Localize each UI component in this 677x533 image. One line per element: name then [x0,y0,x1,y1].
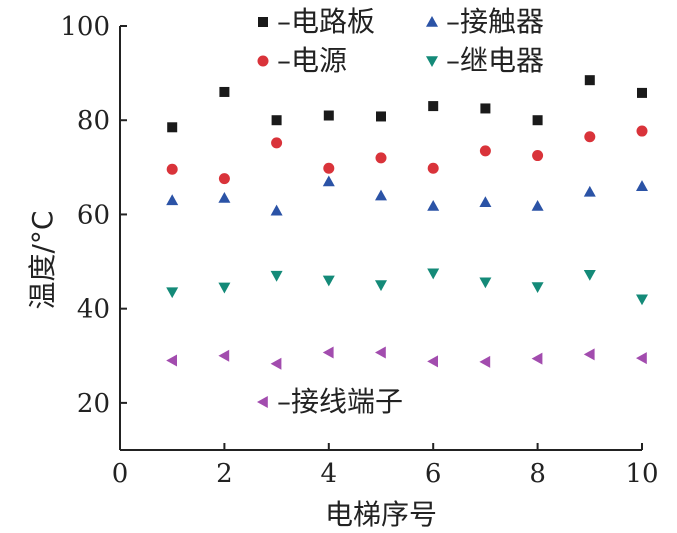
data-point [166,194,179,206]
legend-item: –电路板 [258,5,375,38]
data-point [218,349,230,362]
legend-label: –电源 [277,44,347,77]
data-point [427,199,440,211]
data-point [219,86,230,97]
data-point [583,348,595,361]
data-point [428,101,439,112]
legend-item: –接线端子 [257,385,403,418]
x-axis-title: 电梯序号 [325,498,437,531]
legend-marker [257,55,269,67]
data-point [427,355,438,368]
data-point [480,103,491,114]
x-tick-label: 0 [112,459,129,489]
data-point [583,269,596,281]
data-point [375,346,386,359]
data-point [427,268,440,280]
data-point [479,145,491,157]
x-tick-label: 10 [625,459,658,489]
series-3 [166,125,648,185]
data-point [479,355,491,368]
data-point [375,189,387,201]
axes [119,25,643,451]
legend-label: –接线端子 [277,385,403,418]
data-point [323,110,334,121]
y-tick-label: 20 [77,389,110,419]
data-point [323,162,335,174]
y-tick-label: 100 [60,12,110,42]
data-point [375,152,387,164]
legend-marker [258,17,268,27]
x-tick-label: 6 [425,459,442,489]
legend-label: –接触器 [446,5,544,38]
data-point [376,111,386,122]
data-point [322,346,334,359]
data-point [271,137,283,149]
legend-item: –接触器 [426,5,544,38]
data-point [270,357,282,370]
data-point [427,162,439,174]
data-point [636,352,647,365]
data-point [375,280,387,292]
tick-labels: 0 2 4 6 8 10 20 40 60 80 100 [60,12,658,489]
data-point [167,122,178,133]
data-point [270,270,283,282]
series-1 [167,75,647,133]
data-point [531,352,543,365]
data-point [322,275,335,287]
legend-label: –继电器 [446,44,544,77]
data-point [584,75,595,86]
data-point [636,294,648,306]
series-5 [166,346,647,370]
series-2 [166,175,648,216]
data-point [532,115,543,126]
data-point [479,196,492,207]
data-point [166,163,178,175]
data-point [271,115,282,126]
legend-item: –电源 [257,44,347,77]
data-point [218,173,230,185]
legend-item: –继电器 [426,44,544,77]
legend-marker [426,16,438,27]
data-points [166,75,648,370]
data-point [584,131,596,143]
legend-marker [257,396,268,408]
data-point [637,87,647,98]
data-point [531,282,544,293]
legend-label: –电路板 [277,5,375,38]
x-tick-label: 2 [216,459,233,489]
data-point [218,282,231,294]
data-point [166,354,177,367]
x-tick-label: 8 [529,459,546,489]
legend: –电路板 –接触器 –电源 –继电器 –接线端子 [257,5,544,418]
data-point [636,180,648,191]
legend-marker [426,56,438,67]
y-tick-label: 60 [77,200,110,230]
y-tick-label: 40 [77,295,110,325]
y-axis-title: 温度/°C [26,211,59,310]
data-point [270,204,283,216]
data-point [636,125,648,137]
y-tick-label: 80 [77,106,110,136]
data-point [479,277,492,289]
data-point [166,287,179,299]
x-tick-label: 4 [321,459,338,489]
data-point [531,199,544,211]
data-point [583,185,596,197]
data-point [322,175,335,187]
data-point [532,150,544,162]
series-4 [166,268,648,306]
data-point [218,191,231,203]
